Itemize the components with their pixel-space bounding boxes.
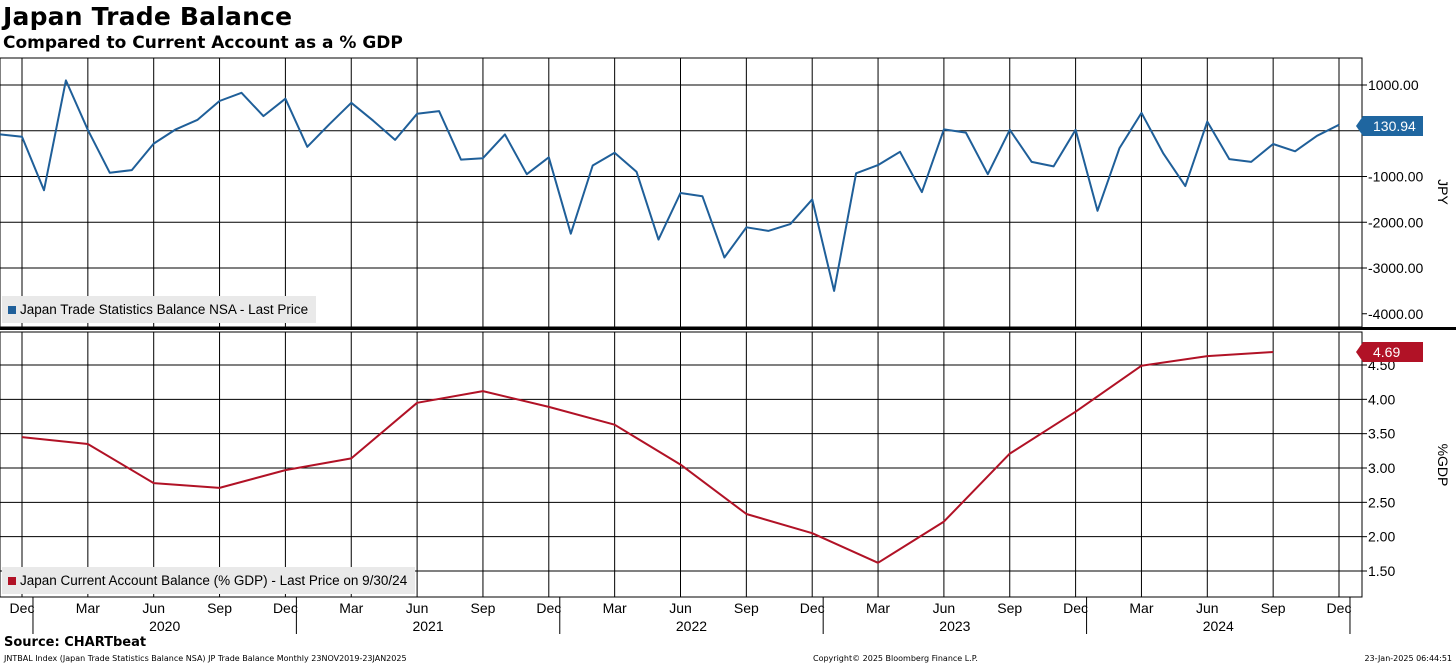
grid-lines — [0, 57, 1456, 598]
x-tick-label-month: Dec — [1063, 600, 1088, 616]
y-tick-label-trade: -2000.00 — [1368, 214, 1423, 230]
x-tick-label-month: Mar — [866, 600, 890, 616]
y-tick-label-ca: 3.50 — [1368, 426, 1395, 442]
legend-trade-label: Japan Trade Statistics Balance NSA - Las… — [20, 302, 309, 317]
x-tick-label-month: Jun — [933, 600, 956, 616]
y-tick-label-trade: -3000.00 — [1368, 260, 1423, 276]
legend-ca-label: Japan Current Account Balance (% GDP) - … — [20, 573, 408, 588]
x-tick-label-year: 2024 — [1203, 618, 1234, 634]
x-tick-label-year: 2021 — [412, 618, 443, 634]
legend-swatch-ca — [8, 577, 16, 585]
y-axis-title-ca: %GDP — [1435, 444, 1451, 487]
chart-subtitle: Compared to Current Account as a % GDP — [3, 33, 403, 53]
y-tick-label-ca: 2.00 — [1368, 529, 1395, 545]
x-tick-label-month: Mar — [1129, 600, 1153, 616]
last-value-tag-ca: 4.69 — [1356, 342, 1423, 362]
x-tick-label-month: Jun — [406, 600, 429, 616]
source-label: Source: CHARTbeat — [4, 635, 147, 650]
legend-trade-balance: Japan Trade Statistics Balance NSA - Las… — [2, 296, 317, 323]
x-tick-label-month: Jun — [142, 600, 165, 616]
series-line-current-account — [21, 351, 1274, 564]
x-tick-label-year: 2023 — [939, 618, 970, 634]
x-tick-label-month: Mar — [76, 600, 100, 616]
y-tick-label-ca: 1.50 — [1368, 563, 1395, 579]
x-tick-label-month: Dec — [10, 600, 35, 616]
y-axis-title-trade: JPY — [1435, 179, 1451, 205]
x-tick-label-month: Dec — [1327, 600, 1352, 616]
x-tick-label-month: Sep — [207, 600, 232, 616]
x-tick-label-month: Mar — [339, 600, 363, 616]
footer-copyright: Copyright© 2025 Bloomberg Finance L.P. — [813, 654, 978, 663]
legend-swatch-trade — [8, 306, 16, 314]
x-tick-label-month: Sep — [1261, 600, 1286, 616]
x-tick-label-year: 2020 — [149, 618, 180, 634]
x-tick-label-year: 2022 — [676, 618, 707, 634]
x-tick-label-month: Sep — [734, 600, 759, 616]
footer-index-info: JNTBAL Index (Japan Trade Statistics Bal… — [4, 654, 407, 663]
y-tick-label-ca: 2.50 — [1368, 494, 1395, 510]
x-tick-label-month: Dec — [800, 600, 825, 616]
last-value-tag-trade: 130.94 — [1356, 116, 1423, 136]
y-tick-label-trade: -4000.00 — [1368, 306, 1423, 322]
y-tick-label-trade: -1000.00 — [1368, 169, 1423, 185]
legend-current-account: Japan Current Account Balance (% GDP) - … — [2, 567, 416, 594]
chart-title: Japan Trade Balance — [3, 2, 293, 31]
x-tick-label-month: Sep — [997, 600, 1022, 616]
x-tick-label-month: Jun — [669, 600, 692, 616]
x-tick-label-month: Mar — [603, 600, 627, 616]
x-tick-label-month: Sep — [470, 600, 495, 616]
x-tick-label-month: Dec — [273, 600, 298, 616]
y-tick-label-ca: 4.00 — [1368, 391, 1395, 407]
series-line-trade-balance — [0, 79, 1340, 292]
y-tick-label-ca: 3.00 — [1368, 460, 1395, 476]
y-tick-label-trade: 1000.00 — [1368, 77, 1419, 93]
x-tick-label-month: Dec — [536, 600, 561, 616]
x-tick-label-month: Jun — [1196, 600, 1219, 616]
axis-labels: 1000.00 -1000.00 -2000.00 -3000.00 -4000.00 4… — [10, 77, 1451, 634]
footer-timestamp: 23-Jan-2025 06:44:51 — [1364, 654, 1452, 663]
